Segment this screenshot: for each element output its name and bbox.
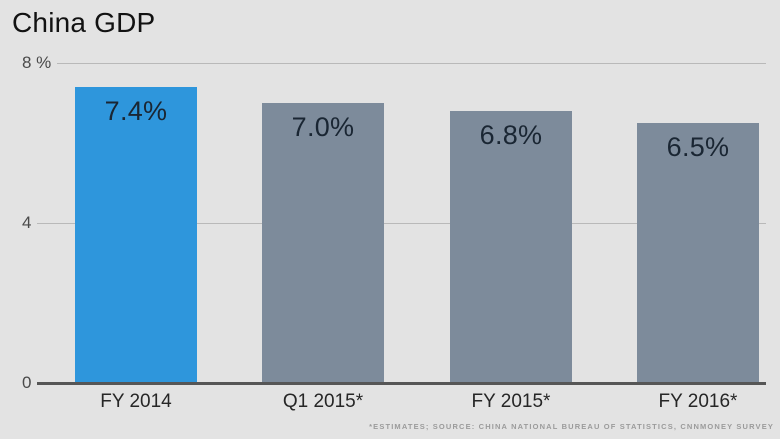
gridline-row: 8 % <box>22 53 766 73</box>
gridline-row: 0 <box>22 373 766 393</box>
chart-title: China GDP <box>12 7 156 38</box>
bar-value-label: 7.4% <box>104 96 168 126</box>
y-tick-label: 0 <box>22 373 32 392</box>
bar-fy-2016: 6.5% <box>637 123 759 383</box>
x-axis-label: FY 2015* <box>471 391 551 412</box>
bar-value-label: 6.5% <box>666 132 730 162</box>
bar-fy-2015: 6.8% <box>450 111 572 383</box>
x-axis-label: Q1 2015* <box>282 391 364 412</box>
y-tick-label: 8 % <box>22 53 52 72</box>
gridline <box>37 222 766 224</box>
gridline <box>57 62 766 64</box>
x-axis-label: FY 2016* <box>658 391 738 412</box>
source-note: *ESTIMATES; SOURCE: CHINA NATIONAL BUREA… <box>369 422 774 431</box>
x-axis-baseline <box>37 381 766 385</box>
bar-value-label: 6.8% <box>479 120 543 150</box>
gridline-row: 4 <box>22 213 766 233</box>
bar-fy-2014: 7.4% <box>75 87 197 383</box>
bar-value-label: 7.0% <box>291 112 355 142</box>
bar-q1-2015: 7.0% <box>262 103 384 383</box>
x-axis-label: FY 2014 <box>100 391 172 412</box>
y-tick-label: 4 <box>22 213 32 232</box>
